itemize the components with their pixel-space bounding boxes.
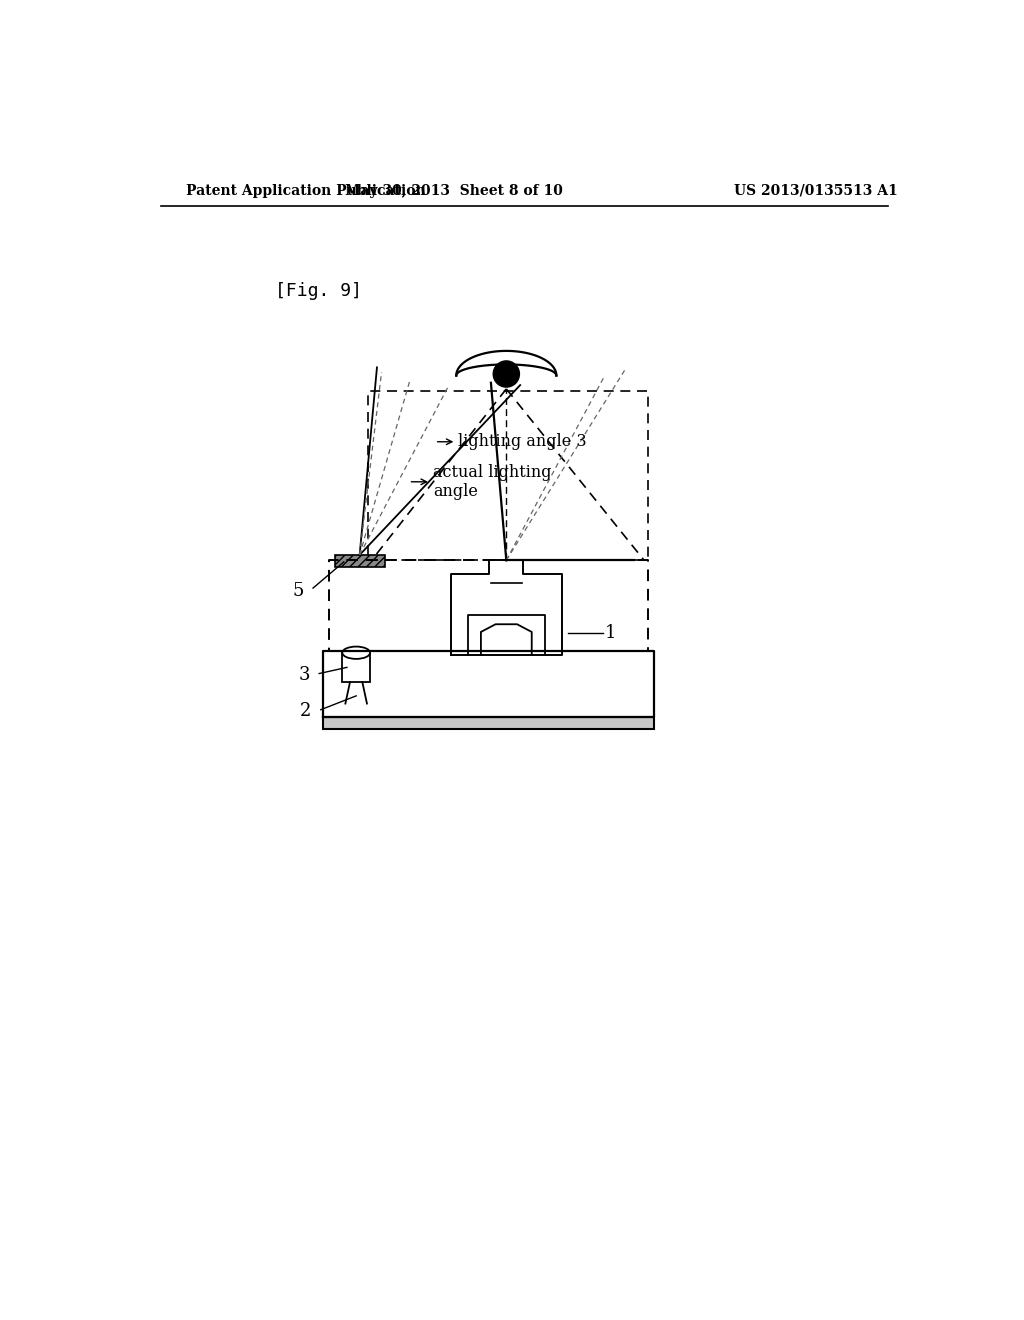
Bar <box>335 554 385 566</box>
Bar <box>342 653 370 682</box>
Circle shape <box>494 360 519 387</box>
Text: lighting angle 3: lighting angle 3 <box>458 433 587 450</box>
Text: 2: 2 <box>300 702 311 721</box>
Text: Patent Application Publication: Patent Application Publication <box>186 183 426 198</box>
Ellipse shape <box>342 647 370 659</box>
Text: 3: 3 <box>298 667 310 684</box>
Text: 5: 5 <box>293 582 304 601</box>
Text: actual lighting
angle: actual lighting angle <box>433 463 552 500</box>
Text: US 2013/0135513 A1: US 2013/0135513 A1 <box>734 183 898 198</box>
Text: May 30, 2013  Sheet 8 of 10: May 30, 2013 Sheet 8 of 10 <box>345 183 563 198</box>
Text: 1: 1 <box>605 624 616 643</box>
Text: [Fig. 9]: [Fig. 9] <box>275 282 362 300</box>
Bar <box>323 717 654 729</box>
